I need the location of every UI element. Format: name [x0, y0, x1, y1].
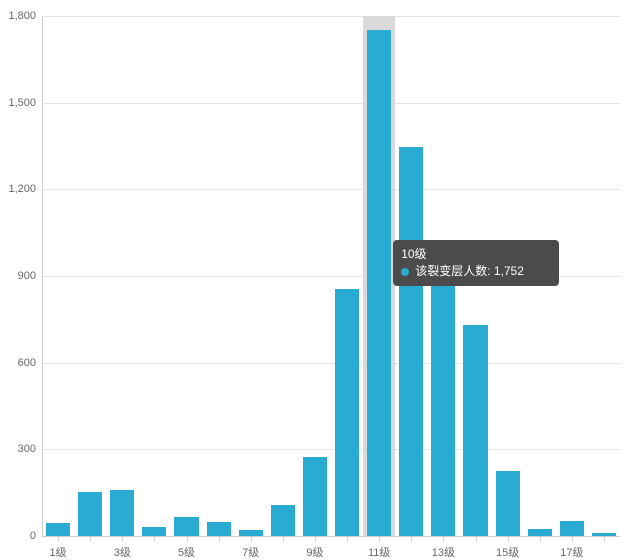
bar[interactable]: [335, 289, 359, 536]
x-tick: [154, 536, 155, 541]
tooltip: 10级该裂变层人数: 1,752: [393, 240, 559, 286]
bar[interactable]: [142, 527, 166, 536]
bar[interactable]: [207, 522, 231, 536]
bar[interactable]: [110, 490, 134, 536]
tooltip-title: 10级: [401, 246, 551, 263]
y-tick-label: 300: [18, 443, 36, 455]
gridline: [42, 449, 620, 450]
x-tick: [411, 536, 412, 541]
y-tick-label: 1,800: [8, 10, 36, 22]
bar[interactable]: [46, 523, 70, 536]
x-tick: [604, 536, 605, 541]
bar-chart[interactable]: 03006009001,2001,5001,8001级3级5级7级9级11级13…: [0, 0, 632, 558]
x-tick: [508, 536, 509, 541]
y-tick-label: 0: [30, 530, 36, 542]
bar[interactable]: [271, 505, 295, 536]
bar[interactable]: [431, 246, 455, 536]
bar[interactable]: [78, 492, 102, 536]
tooltip-row: 该裂变层人数: 1,752: [401, 263, 551, 280]
x-tick: [122, 536, 123, 541]
x-tick: [315, 536, 316, 541]
bar[interactable]: [528, 529, 552, 536]
x-tick: [187, 536, 188, 541]
y-tick-label: 1,200: [8, 183, 36, 195]
bar[interactable]: [399, 147, 423, 536]
tooltip-value: 该裂变层人数: 1,752: [415, 264, 524, 278]
x-tick: [443, 536, 444, 541]
x-tick: [90, 536, 91, 541]
bar[interactable]: [463, 325, 487, 536]
gridline: [42, 16, 620, 17]
gridline: [42, 189, 620, 190]
y-tick-label: 600: [18, 357, 36, 369]
y-axis-line: [42, 16, 43, 536]
bar[interactable]: [303, 457, 327, 536]
x-tick: [283, 536, 284, 541]
bar[interactable]: [560, 521, 584, 536]
tooltip-dot-icon: [401, 268, 409, 276]
x-tick: [251, 536, 252, 541]
x-tick: [476, 536, 477, 541]
x-tick: [219, 536, 220, 541]
y-tick-label: 900: [18, 270, 36, 282]
gridline: [42, 363, 620, 364]
bar[interactable]: [367, 30, 391, 536]
x-tick: [347, 536, 348, 541]
y-tick-label: 1,500: [8, 97, 36, 109]
bar[interactable]: [496, 471, 520, 536]
x-tick: [58, 536, 59, 541]
gridline: [42, 536, 620, 537]
x-tick: [572, 536, 573, 541]
gridline: [42, 103, 620, 104]
x-tick: [379, 536, 380, 541]
bar[interactable]: [174, 517, 198, 536]
x-tick: [540, 536, 541, 541]
